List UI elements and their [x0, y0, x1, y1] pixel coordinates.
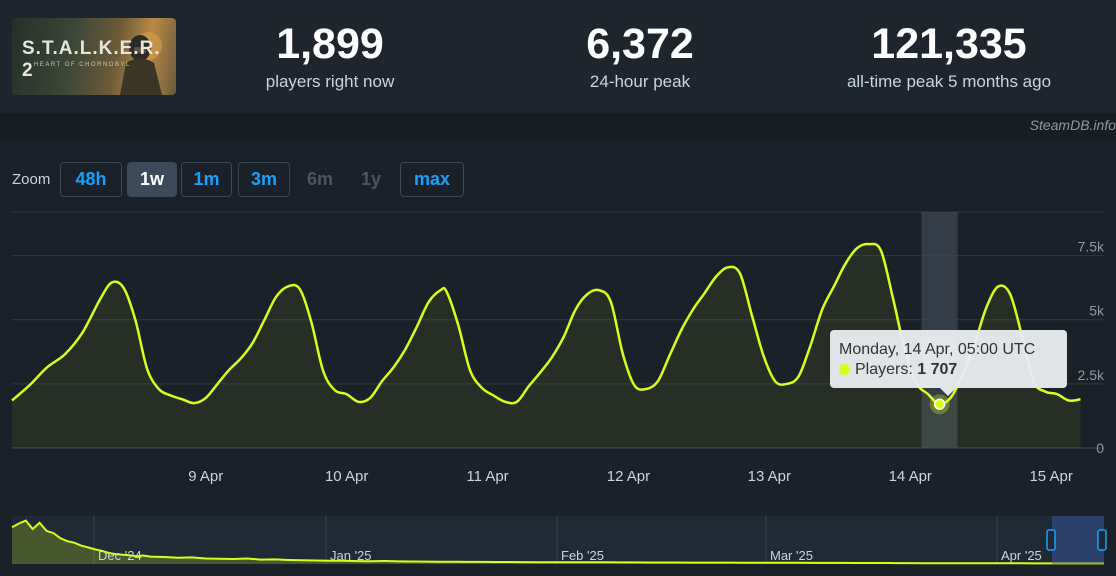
navigator-month-label: Mar '25: [770, 548, 813, 563]
navigator-month-label: Feb '25: [561, 548, 604, 563]
navigator-month-label: Apr '25: [1001, 548, 1042, 563]
navigator-selection[interactable]: [1052, 516, 1104, 564]
x-tick-label: 15 Apr: [1029, 468, 1072, 485]
stat-all-time-peak: 121,335 all-time peak 5 months ago: [799, 20, 1099, 92]
tooltip-row: Players: 1 707: [839, 361, 957, 379]
zoom-48h-button[interactable]: 48h: [60, 162, 122, 197]
tooltip-value: 1 707: [917, 361, 958, 378]
navigator-month-label: Dec '24: [98, 548, 142, 563]
zoom-1w-button[interactable]: 1w: [127, 162, 177, 197]
navigator-month-label: Jan '25: [330, 548, 372, 563]
stat-label: all-time peak 5 months ago: [846, 72, 1052, 91]
series-area: [12, 243, 1081, 448]
tooltip-series-label: Players:: [855, 361, 913, 378]
x-tick-label: 11 Apr: [466, 468, 508, 485]
navigator-chart[interactable]: Dec '24 Jan '25 Feb '25 Mar '25 Apr '25: [0, 514, 1116, 576]
stat-value: 1,899: [276, 20, 384, 68]
steamdb-credit-link[interactable]: SteamDB.info: [1029, 117, 1116, 133]
zoom-label: Zoom: [12, 171, 51, 188]
zoom-max-button[interactable]: max: [400, 162, 464, 197]
x-tick-label: 13 Apr: [748, 468, 791, 485]
navigator-line: [11, 519, 1104, 565]
highlight-point[interactable]: [933, 398, 946, 410]
zoom-1y-button: 1y: [346, 162, 396, 197]
stat-current-players: 1,899 players right now: [180, 20, 480, 92]
header: S.T.A.L.K.E.R. 2 HEART OF CHORNOBYL 1,89…: [0, 0, 1116, 113]
stalker-figure-icon: [120, 32, 162, 95]
zoom-1m-button[interactable]: 1m: [181, 162, 232, 197]
logo-title: S.T.A.L.K.E.R. 2: [22, 38, 161, 81]
stat-24h-peak: 6,372 24-hour peak: [490, 20, 790, 92]
y-tick-label: 2.5k: [1078, 367, 1105, 383]
navigator-grid: [93, 516, 998, 564]
zoom-3m-button[interactable]: 3m: [238, 162, 290, 197]
stat-label: 24-hour peak: [589, 72, 691, 91]
logo-subtitle: HEART OF CHORNOBYL: [34, 62, 131, 68]
navigator-right-handle[interactable]: [1097, 529, 1107, 551]
credit-bar: SteamDB.info: [0, 113, 1116, 139]
x-tick-label: 9 Apr: [188, 468, 223, 485]
x-tick-label: 14 Apr: [889, 468, 932, 485]
y-tick-label: 0: [1096, 440, 1104, 456]
x-axis-labels: 9 Apr 10 Apr 11 Apr 12 Apr 13 Apr 14 Apr 15 Ap…: [188, 468, 1073, 485]
navigator-area: [12, 520, 1104, 564]
navigator-labels: Dec '24 Jan '25 Feb '25 Mar '25 Apr '25: [98, 548, 1042, 563]
chart-tooltip: Monday, 14 Apr, 05:00 UTC Players: 1 707: [830, 330, 1067, 396]
stat-value: 121,335: [871, 20, 1027, 68]
series-dot-icon: [839, 364, 850, 375]
x-tick-label: 10 Apr: [325, 468, 368, 485]
y-axis-labels: 0 2.5k 5k 7.5k: [1078, 239, 1105, 456]
stat-value: 6,372: [586, 20, 694, 68]
navigator-background: [12, 516, 1104, 564]
zoom-6m-button: 6m: [294, 162, 346, 197]
y-tick-label: 5k: [1089, 303, 1105, 319]
y-tick-label: 7.5k: [1078, 239, 1105, 255]
stat-label: players right now: [265, 72, 395, 91]
x-tick-label: 12 Apr: [607, 468, 650, 485]
player-count-chart[interactable]: 9 Apr 10 Apr 11 Apr 12 Apr 13 Apr 14 Apr 15 Ap…: [0, 200, 1116, 500]
tooltip-date: Monday, 14 Apr, 05:00 UTC: [839, 341, 1036, 358]
navigator-left-handle[interactable]: [1046, 529, 1056, 551]
game-logo[interactable]: S.T.A.L.K.E.R. 2 HEART OF CHORNOBYL: [12, 18, 176, 95]
